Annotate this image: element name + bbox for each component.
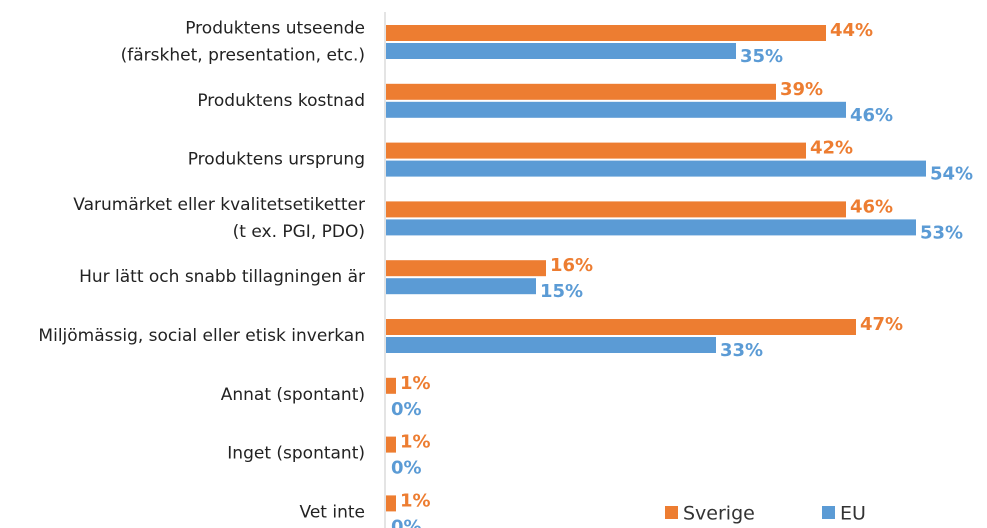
- category-label: Inget (spontant): [227, 444, 365, 464]
- bar: [386, 278, 536, 295]
- category-label: Hur lätt och snabb tillagningen är: [79, 267, 365, 287]
- bar: [386, 495, 396, 512]
- bar: [386, 319, 856, 335]
- value-label: 16%: [550, 255, 593, 276]
- category-label: (färskhet, presentation, etc.): [121, 46, 365, 66]
- bar: [386, 142, 806, 159]
- value-label: 0%: [391, 458, 422, 479]
- value-label: 0%: [391, 399, 422, 420]
- bar: [386, 25, 826, 41]
- value-label: 46%: [850, 196, 893, 217]
- category-label: (t ex. PGI, PDO): [233, 222, 365, 242]
- value-label: 42%: [810, 138, 853, 159]
- value-label: 0%: [391, 516, 422, 528]
- value-label: 39%: [780, 79, 823, 100]
- category-label: Miljömässig, social eller etisk inverkan: [38, 326, 365, 346]
- value-label: 46%: [850, 105, 893, 126]
- bar: [386, 377, 396, 394]
- bar: [386, 337, 716, 353]
- legend-label: EU: [840, 503, 866, 525]
- value-label: 1%: [400, 432, 431, 453]
- bar: [386, 436, 396, 453]
- value-label: 1%: [400, 490, 431, 511]
- legend-label: Sverige: [683, 503, 755, 525]
- bar: [386, 260, 546, 277]
- value-label: 53%: [920, 222, 963, 243]
- value-label: 1%: [400, 373, 431, 394]
- bar: [386, 160, 926, 177]
- bar: [386, 219, 916, 236]
- value-label: 47%: [860, 314, 903, 335]
- value-label: 15%: [540, 281, 583, 302]
- category-label: Annat (spontant): [221, 385, 365, 405]
- category-label: Produktens utseende: [185, 19, 365, 39]
- category-label: Produktens kostnad: [197, 91, 365, 111]
- bar: [386, 101, 846, 118]
- category-label: Vet inte: [300, 502, 365, 522]
- value-label: 33%: [720, 340, 763, 361]
- legend-swatch: [665, 506, 678, 519]
- value-label: 44%: [830, 20, 873, 41]
- value-label: 54%: [930, 164, 973, 185]
- value-label: 35%: [740, 46, 783, 67]
- category-label: Produktens ursprung: [188, 150, 365, 170]
- legend-swatch: [822, 506, 835, 519]
- bar: [386, 201, 846, 218]
- bar: [386, 43, 736, 59]
- bar: [386, 83, 776, 100]
- category-label: Varumärket eller kvalitetsetiketter: [73, 195, 365, 215]
